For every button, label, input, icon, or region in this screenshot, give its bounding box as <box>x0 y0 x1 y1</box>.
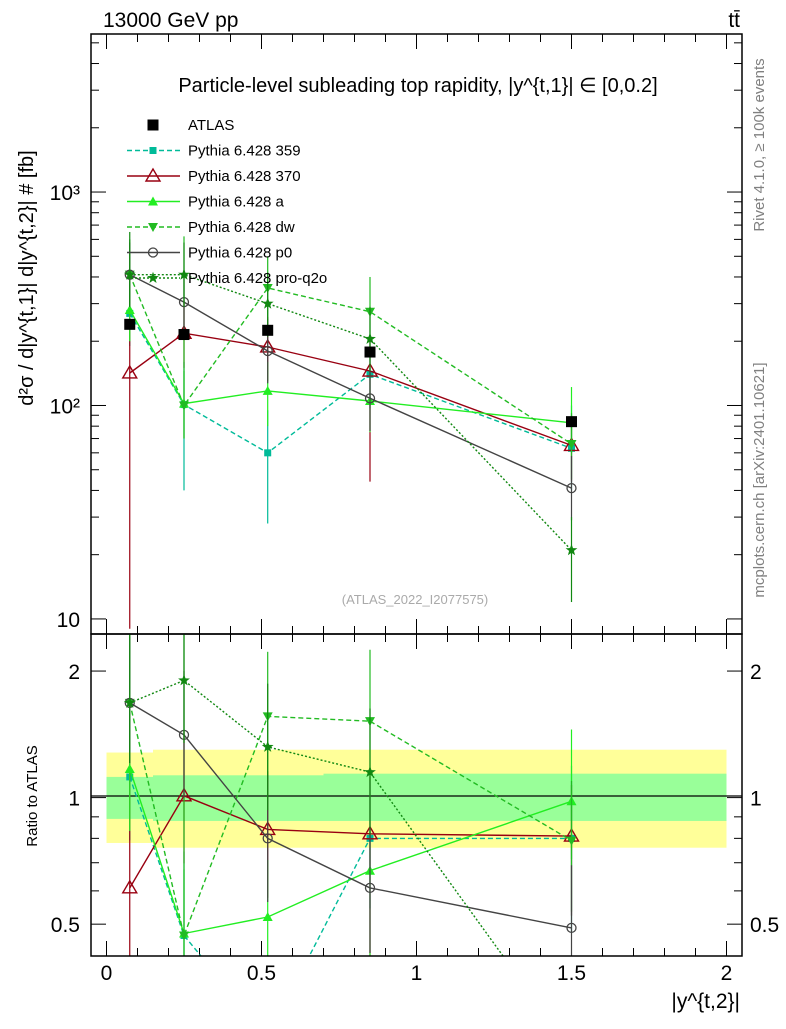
ratio-point <box>566 922 577 934</box>
ratio-point <box>262 833 273 844</box>
ratio-y-tick-label: 0.5 <box>51 914 80 937</box>
x-tick-label: 0.5 <box>247 962 276 985</box>
atlas-data-point <box>262 324 274 336</box>
data-point <box>121 364 138 379</box>
data-point <box>124 305 135 315</box>
series-line <box>129 274 572 489</box>
ratio-plot-frame <box>90 633 743 957</box>
data-point <box>179 401 189 411</box>
ratio-y-tick-label: 1 <box>68 788 80 811</box>
main-y-tick-label: 10² <box>50 395 80 418</box>
data-point <box>262 385 273 395</box>
data-point <box>262 345 273 357</box>
data-point <box>123 268 136 280</box>
ratio-series-line <box>129 679 504 956</box>
mcplots-reference-label: mcplots.cern.ch [arXiv:2401.10621] <box>751 362 768 597</box>
x-tick-label: 2 <box>721 962 733 985</box>
legend-label: Pythia 6.428 a <box>188 194 285 211</box>
atlas-data-point <box>124 318 136 330</box>
header-collision-label: 13000 GeV pp <box>103 9 238 32</box>
series-line <box>129 274 573 551</box>
main-plot-panel: 10 10³ 10² <box>50 33 743 635</box>
ratio-y-tick-label-right: 0.5 <box>750 914 779 937</box>
ratio-point <box>123 696 136 708</box>
legend-label: Pythia 6.428 pro-q2o <box>188 270 327 287</box>
legend-marker <box>147 247 159 258</box>
legend-label: Pythia 6.428 370 <box>188 168 301 185</box>
series-pythia-6-428-370 <box>121 284 580 629</box>
ratio-y-tick-label: 2 <box>68 661 80 684</box>
rivet-version-label: Rivet 4.1.0, ≥ 100k events <box>751 58 768 231</box>
ratio-point <box>178 674 190 686</box>
legend-label: Pythia 6.428 359 <box>188 143 301 160</box>
atlas-data-point <box>566 416 577 428</box>
legend-label-atlas: ATLAS <box>188 117 234 134</box>
ratio-point <box>262 912 273 922</box>
series-pythia-6-428-a <box>124 276 577 453</box>
main-y-tick-label: 10 <box>57 609 80 632</box>
data-point <box>264 449 272 457</box>
main-axis-ticks: 10 10³ 10² <box>50 34 742 634</box>
ratio-axis-ticks: 0.5 0.5 1 1 2 2 0 0.5 1 1.5 2 <box>51 634 779 985</box>
ratio-point <box>179 931 189 941</box>
ratio-point <box>121 879 138 894</box>
ratio-point <box>364 765 376 778</box>
data-point <box>566 482 577 494</box>
ratio-plot-panel: 0.5 0.5 1 1 2 2 0 0.5 1 1.5 2 <box>51 633 779 985</box>
ratio-point <box>261 740 274 752</box>
data-point <box>565 544 578 556</box>
ratio-series-pythia-6-428-a <box>124 704 577 956</box>
main-y-tick-label: 10³ <box>50 182 80 205</box>
data-point <box>178 268 190 280</box>
data-point <box>566 440 577 450</box>
series-atlas <box>124 318 577 428</box>
ratio-y-axis-label: Ratio to ATLAS <box>24 745 41 846</box>
ratio-uncertainty-bands <box>106 749 727 848</box>
ratio-plot-marks <box>121 634 580 956</box>
data-point <box>261 297 274 309</box>
atlas-data-point <box>178 329 190 341</box>
main-y-axis-label: d²σ / d|y^{t,1}| d|y^{t,2}| # [fb] <box>16 150 38 405</box>
ratio-point <box>566 836 577 846</box>
plot-title: Particle-level subleading top rapidity, … <box>178 75 657 97</box>
atlas-data-point <box>364 346 376 358</box>
ratio-y-tick-label-right: 2 <box>750 661 762 684</box>
legend-marker <box>147 271 159 283</box>
band-inner <box>215 775 324 821</box>
legend-label: Pythia 6.428 p0 <box>188 245 292 262</box>
series-line <box>129 274 572 445</box>
x-tick-label: 0 <box>101 962 113 985</box>
legend-marker-atlas <box>147 119 159 131</box>
ratio-point <box>364 882 376 894</box>
x-tick-label: 1 <box>411 962 423 985</box>
legend-marker <box>148 196 158 206</box>
main-plot-marks <box>121 231 580 629</box>
legend-label: Pythia 6.428 dw <box>188 219 295 236</box>
legend-marker <box>144 167 162 182</box>
series-line <box>129 313 572 454</box>
analysis-watermark: (ATLAS_2022_I2077575) <box>342 592 488 607</box>
ratio-series-pythia-6-428-pro-q2o <box>123 634 504 956</box>
x-tick-label: 1.5 <box>557 962 586 985</box>
legend: ATLAS Pythia 6.428 359 Pythia 6.428 370 Pyt… <box>127 117 327 287</box>
ratio-y-tick-label-right: 1 <box>750 788 762 811</box>
x-axis-label: |y^{t,2}| <box>671 990 740 1013</box>
data-point <box>364 393 376 404</box>
header-process-label: tt̄ <box>728 9 740 32</box>
legend-marker <box>148 223 158 232</box>
ratio-series-line <box>129 702 572 929</box>
ratio-point <box>124 763 135 773</box>
legend-marker <box>149 147 157 154</box>
data-point <box>364 332 376 344</box>
series-pythia-6-428-pro-q2o <box>123 231 578 603</box>
